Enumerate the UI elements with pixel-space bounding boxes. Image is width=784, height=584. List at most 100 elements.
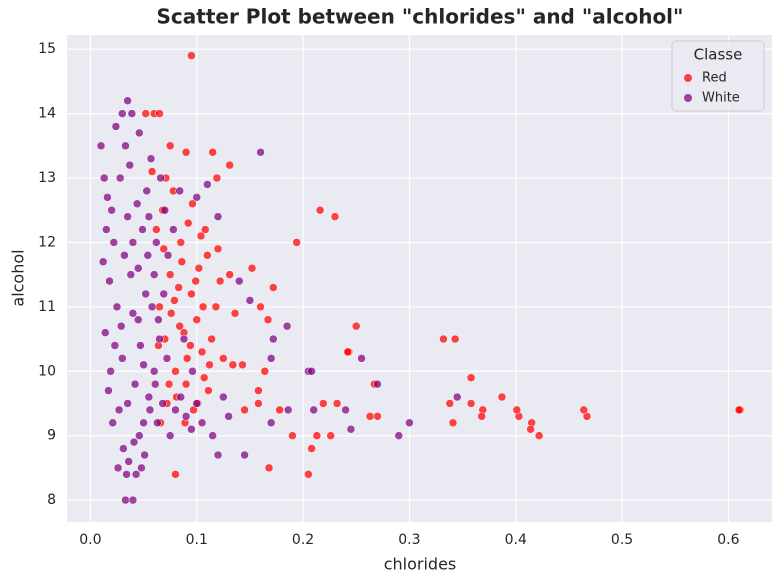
y-tick-label: 11	[38, 299, 56, 315]
point	[98, 257, 108, 267]
point	[219, 392, 228, 402]
point	[175, 186, 184, 196]
point	[105, 276, 114, 286]
x-tick-label: 0.5	[611, 532, 633, 548]
point	[225, 160, 234, 170]
point	[192, 315, 201, 324]
point	[247, 263, 257, 273]
point	[204, 386, 213, 395]
legend: Classe Red White	[671, 40, 765, 112]
point	[477, 412, 486, 421]
point	[230, 309, 240, 318]
point	[122, 470, 131, 479]
point	[103, 193, 112, 202]
point	[439, 334, 448, 344]
point	[133, 263, 143, 273]
point	[266, 354, 276, 363]
point	[351, 321, 361, 331]
point	[120, 251, 129, 260]
point	[512, 405, 522, 415]
point	[341, 405, 350, 415]
point	[176, 238, 186, 247]
point	[171, 367, 180, 376]
point	[269, 283, 278, 292]
point	[106, 367, 115, 376]
point	[129, 437, 139, 447]
point	[159, 244, 169, 254]
point	[135, 128, 144, 138]
point	[118, 109, 127, 118]
point	[121, 141, 130, 151]
point	[405, 418, 414, 428]
point	[128, 238, 138, 247]
point	[448, 418, 458, 428]
point	[283, 405, 293, 415]
point	[207, 334, 216, 344]
point	[144, 212, 154, 221]
point	[275, 405, 284, 415]
point	[326, 431, 335, 440]
point	[263, 315, 273, 324]
point	[135, 431, 144, 440]
point	[125, 160, 134, 170]
point	[307, 444, 316, 453]
point	[254, 386, 263, 395]
point	[188, 199, 197, 209]
point	[312, 431, 322, 440]
point	[191, 276, 200, 286]
point	[240, 450, 249, 460]
point	[213, 450, 223, 460]
point	[123, 212, 132, 221]
point	[165, 431, 175, 440]
point	[240, 405, 249, 415]
point	[153, 418, 162, 428]
point	[245, 296, 255, 305]
point	[192, 193, 201, 202]
point	[155, 109, 164, 118]
chart-title: Scatter Plot between "chlorides" and "al…	[157, 5, 684, 29]
point	[198, 302, 208, 312]
x-tick-label: 0.0	[79, 532, 101, 548]
x-tick-label: 0.1	[186, 532, 208, 548]
x-tick-label: 0.6	[717, 532, 739, 548]
point	[213, 244, 223, 254]
point	[212, 173, 222, 183]
point	[159, 289, 169, 299]
point	[113, 463, 123, 473]
y-tick-label: 15	[38, 41, 56, 57]
point	[174, 283, 183, 292]
point	[373, 379, 382, 389]
point	[188, 367, 197, 376]
point	[357, 354, 366, 363]
x-tick-label: 0.4	[505, 532, 527, 548]
point	[165, 270, 175, 279]
x-axis-label: chlorides	[384, 555, 457, 574]
point	[140, 450, 149, 460]
point	[107, 205, 116, 215]
point	[346, 424, 356, 434]
point	[115, 173, 125, 183]
point	[101, 328, 110, 337]
point	[121, 495, 130, 505]
point	[332, 399, 342, 408]
point	[264, 463, 274, 473]
y-tick-label: 10	[38, 363, 56, 379]
point	[158, 399, 167, 408]
point	[196, 231, 206, 241]
point	[141, 109, 150, 118]
point	[149, 367, 159, 376]
point	[215, 276, 225, 286]
x-tick-label: 0.3	[398, 532, 420, 548]
point	[128, 495, 138, 505]
point	[197, 347, 207, 357]
y-tick-label: 8	[47, 492, 56, 508]
point	[139, 360, 148, 370]
legend-title: Classe	[694, 46, 743, 64]
point	[181, 412, 191, 421]
point	[181, 379, 191, 389]
point	[164, 379, 174, 389]
point	[114, 405, 124, 415]
point	[110, 341, 120, 350]
point	[187, 51, 196, 60]
point	[256, 147, 265, 157]
